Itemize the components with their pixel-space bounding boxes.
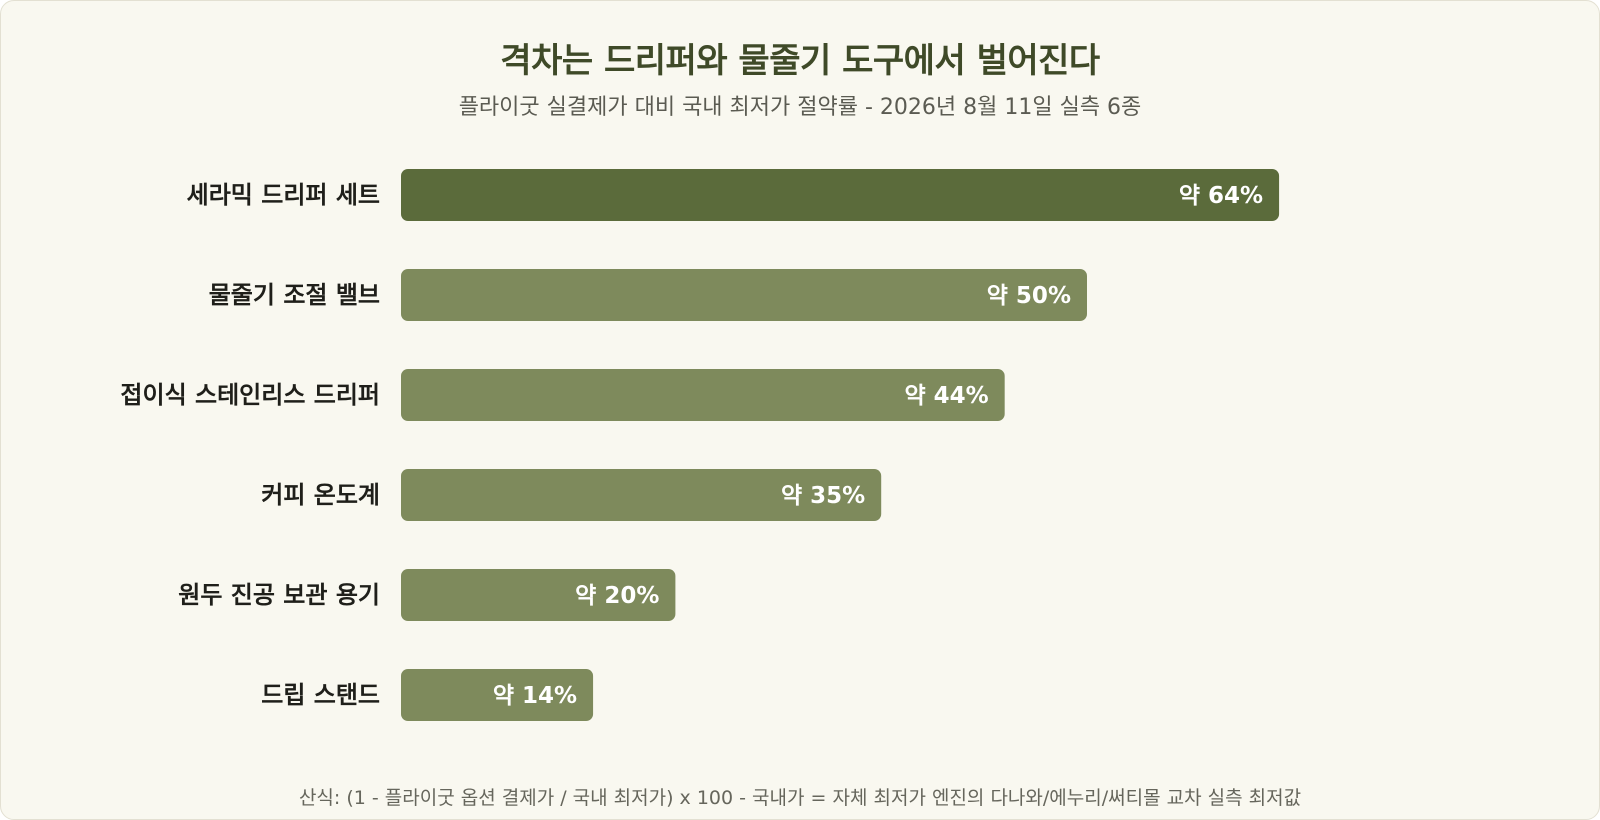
value-label: 약 44% [904,383,988,409]
category-label: 접이식 스테인리스 드리퍼 [120,381,380,409]
category-label: 물줄기 조절 밸브 [209,281,380,309]
bar [401,169,1280,221]
category-label: 드립 스탠드 [261,681,380,709]
bar [401,469,882,521]
bar [401,669,594,721]
bar [401,569,676,621]
value-label: 약 14% [493,683,577,709]
value-label: 약 20% [575,583,659,609]
chart-footnote: 산식: (1 - 플라이굿 옵션 결제가 / 국내 최저가) x 100 - 국… [298,787,1302,809]
value-label: 약 35% [781,483,865,509]
category-label: 세라믹 드리퍼 세트 [187,181,380,209]
value-label: 약 64% [1179,183,1263,209]
value-label: 약 50% [987,283,1071,309]
chart-subtitle: 플라이굿 실결제가 대비 국내 최저가 절약률 - 2026년 8월 11일 실… [458,95,1142,120]
chart-title: 격차는 드리퍼와 물줄기 도구에서 벌어진다 [500,41,1100,81]
bar [401,269,1087,321]
category-label: 커피 온도계 [261,481,380,509]
category-label: 원두 진공 보관 용기 [178,581,380,609]
bar [401,369,1005,421]
